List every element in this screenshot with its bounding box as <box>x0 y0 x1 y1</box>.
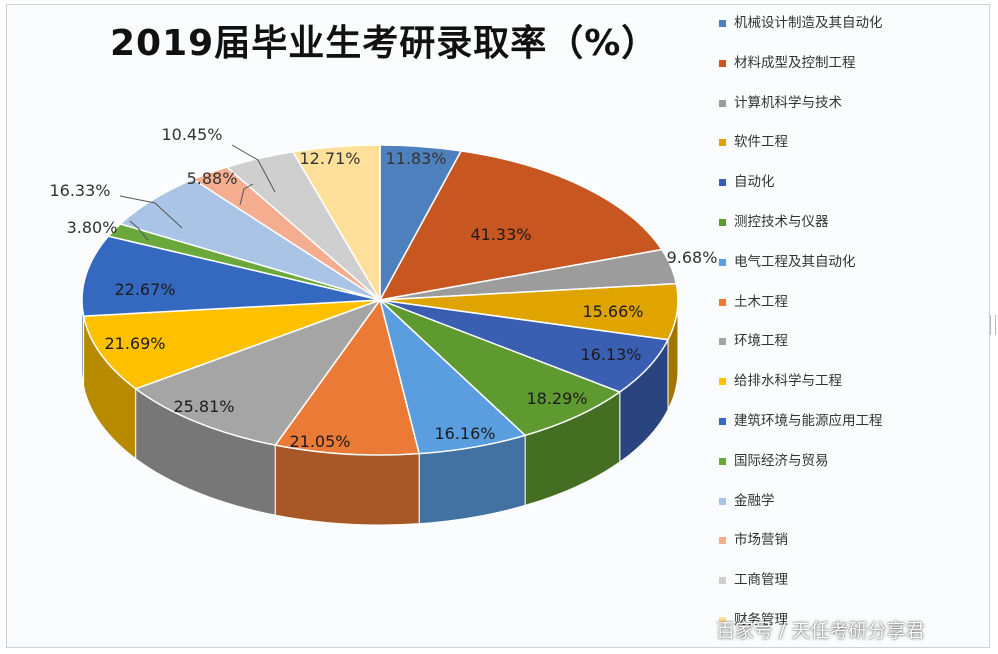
legend-label: 机械设计制造及其自动化 <box>734 15 883 31</box>
legend-label: 土木工程 <box>734 293 788 310</box>
pie-slice <box>81 235 381 317</box>
pie-data-label: 16.16% <box>434 424 495 443</box>
pie-data-label: 12.71% <box>299 149 360 168</box>
legend-label: 计算机科学与技术 <box>734 94 842 111</box>
pie-data-label: 21.05% <box>289 432 350 451</box>
legend-item: 软件工程 <box>716 133 916 173</box>
legend-swatch <box>719 457 726 465</box>
leader-line <box>239 183 254 206</box>
legend-swatch <box>719 179 726 187</box>
legend-item: 电气工程及其自动化 <box>716 253 916 293</box>
legend-swatch <box>719 258 726 266</box>
legend-label: 自动化 <box>734 174 775 191</box>
legend-item: 给排水科学与工程 <box>716 372 916 412</box>
legend-swatch <box>719 616 726 624</box>
pie-slice <box>134 298 383 446</box>
resize-handle-icon <box>990 315 996 335</box>
pie-data-label: 11.83% <box>385 149 446 168</box>
legend-item: 工商管理 <box>716 571 916 611</box>
pie-data-label: 9.68% <box>667 248 718 267</box>
leader-line <box>231 144 276 193</box>
pie-slice <box>379 299 622 437</box>
legend-label: 财务管理 <box>734 611 788 628</box>
pie-data-label: 25.81% <box>173 397 234 416</box>
leader-line <box>119 195 183 229</box>
legend-label: 软件工程 <box>734 134 788 151</box>
legend-item: 土木工程 <box>716 293 916 333</box>
legend: 机械设计制造及其自动化 材料成型及控制工程 计算机科学与技术 软件工程 自动化 … <box>716 14 916 651</box>
legend-label: 建筑环境与能源应用工程 <box>734 412 883 429</box>
pie-data-label: 3.80% <box>67 218 118 237</box>
legend-item: 建筑环境与能源应用工程 <box>716 412 916 452</box>
legend-label: 工商管理 <box>734 572 788 589</box>
legend-swatch <box>719 59 726 67</box>
pie-data-label: 10.45% <box>161 125 222 144</box>
legend-item: 财务管理 <box>716 611 916 651</box>
legend-label: 环境工程 <box>734 333 788 350</box>
legend-swatch <box>719 298 726 306</box>
pie-data-label: 5.88% <box>187 169 238 188</box>
legend-swatch <box>719 20 726 27</box>
pie-slice-side <box>274 444 420 526</box>
legend-item: 金融学 <box>716 492 916 532</box>
legend-item: 国际经济与贸易 <box>716 452 916 492</box>
legend-swatch <box>719 218 726 226</box>
legend-label: 电气工程及其自动化 <box>734 253 856 270</box>
pie-data-label: 41.33% <box>470 225 531 244</box>
legend-item: 自动化 <box>716 173 916 213</box>
legend-item: 环境工程 <box>716 332 916 372</box>
legend-item: 计算机科学与技术 <box>716 94 916 134</box>
legend-item: 材料成型及控制工程 <box>716 54 916 94</box>
legend-label: 给排水科学与工程 <box>734 373 842 390</box>
pie-data-label: 15.66% <box>582 302 643 321</box>
legend-swatch <box>719 338 726 346</box>
legend-swatch <box>719 378 726 386</box>
legend-swatch <box>719 497 726 505</box>
legend-label: 材料成型及控制工程 <box>734 54 856 71</box>
legend-item: 市场营销 <box>716 531 916 571</box>
pie-slice <box>274 298 421 456</box>
pie-data-label: 22.67% <box>114 280 175 299</box>
legend-label: 测控技术与仪器 <box>734 213 829 230</box>
pie-data-label: 18.29% <box>526 389 587 408</box>
legend-label: 市场营销 <box>734 532 788 549</box>
pie-data-label: 16.13% <box>580 345 641 364</box>
legend-item: 测控技术与仪器 <box>716 213 916 253</box>
chart-title: 2019届毕业生考研录取率（%） <box>110 23 659 64</box>
leader-line <box>129 220 149 241</box>
legend-swatch <box>719 99 726 107</box>
legend-label: 国际经济与贸易 <box>734 452 829 469</box>
legend-swatch <box>719 537 726 545</box>
legend-swatch <box>719 139 726 147</box>
pie-data-label: 21.69% <box>104 334 165 353</box>
legend-label: 金融学 <box>734 492 775 509</box>
pie-slice <box>82 299 381 390</box>
pie-data-label: 16.33% <box>49 181 110 200</box>
pie-slice <box>291 144 381 303</box>
legend-item: 机械设计制造及其自动化 <box>716 14 916 54</box>
legend-swatch <box>719 577 726 585</box>
legend-swatch <box>719 417 726 425</box>
watermark: 百家号 / 天任考研分享君 <box>716 620 925 642</box>
pie-slice <box>378 150 664 302</box>
